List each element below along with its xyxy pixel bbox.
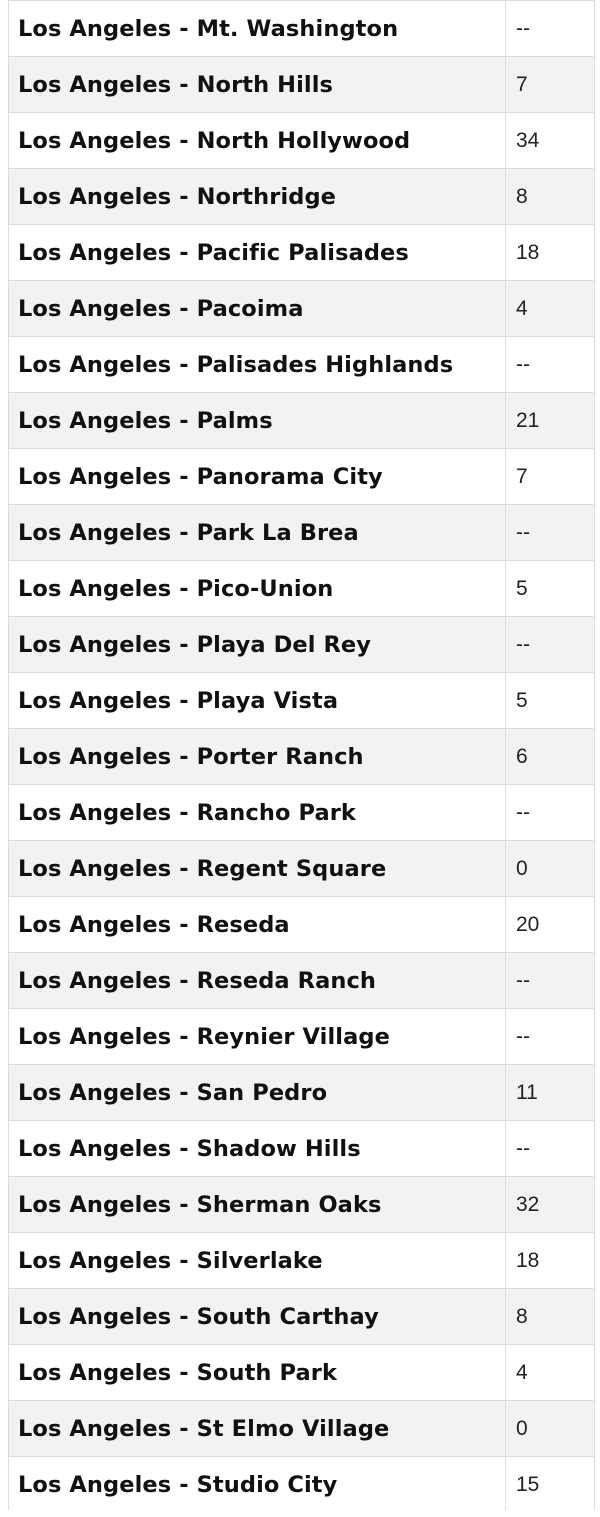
count-value-cell: 0 [505, 840, 595, 897]
table-row: Los Angeles - Northridge 8 [8, 168, 595, 225]
neighborhood-name-cell: Los Angeles - Pacoima [8, 280, 506, 337]
table-row: Los Angeles - North Hills 7 [8, 56, 595, 113]
table-row: Los Angeles - Panorama City 7 [8, 448, 595, 505]
count-value-cell: -- [505, 1120, 595, 1177]
neighborhood-name-cell: Los Angeles - Palms [8, 392, 506, 449]
count-value-cell: -- [505, 336, 595, 393]
table-row: Los Angeles - San Pedro 11 [8, 1064, 595, 1121]
count-value-cell: 8 [505, 1288, 595, 1345]
table-row: Los Angeles - North Hollywood 34 [8, 112, 595, 169]
neighborhood-name-cell: Los Angeles - Northridge [8, 168, 506, 225]
table-row: Los Angeles - Playa Vista 5 [8, 672, 595, 729]
count-value-cell: 5 [505, 560, 595, 617]
table-row: Los Angeles - Silverlake 18 [8, 1232, 595, 1289]
neighborhood-name-cell: Los Angeles - Studio City [8, 1456, 506, 1513]
count-value-cell: -- [505, 616, 595, 673]
neighborhood-name-cell: Los Angeles - Panorama City [8, 448, 506, 505]
neighborhood-name-cell: Los Angeles - St Elmo Village [8, 1400, 506, 1457]
table-row: Los Angeles - Porter Ranch 6 [8, 728, 595, 785]
neighborhood-name-cell: Los Angeles - Silverlake [8, 1232, 506, 1289]
neighborhood-name-cell: Los Angeles - Reseda [8, 896, 506, 953]
neighborhood-name-cell: Los Angeles - Sherman Oaks [8, 1176, 506, 1233]
neighborhood-name-cell: Los Angeles - Shadow Hills [8, 1120, 506, 1177]
neighborhood-name-cell: Los Angeles - Palisades Highlands [8, 336, 506, 393]
count-value-cell: 32 [505, 1176, 595, 1233]
neighborhood-name-cell: Los Angeles - North Hollywood [8, 112, 506, 169]
count-value-cell: -- [505, 504, 595, 561]
neighborhood-table-container: Los Angeles - Mt. Washington -- Los Angele… [8, 0, 595, 1513]
table-row: Los Angeles - South Park 4 [8, 1344, 595, 1401]
count-value-cell: 5 [505, 672, 595, 729]
table-row: Los Angeles - Regent Square 0 [8, 840, 595, 897]
table-row: Los Angeles - Shadow Hills -- [8, 1120, 595, 1177]
neighborhood-name-cell: Los Angeles - San Pedro [8, 1064, 506, 1121]
table-row: Los Angeles - Reseda Ranch -- [8, 952, 595, 1009]
table-row: Los Angeles - Pacific Palisades 18 [8, 224, 595, 281]
table-row: Los Angeles - Reynier Village -- [8, 1008, 595, 1065]
table-row: Los Angeles - Pico-Union 5 [8, 560, 595, 617]
count-value-cell: -- [505, 784, 595, 841]
count-value-cell: 4 [505, 280, 595, 337]
neighborhood-table: Los Angeles - Mt. Washington -- Los Angele… [8, 0, 595, 1513]
count-value-cell: 20 [505, 896, 595, 953]
count-value-cell: 7 [505, 448, 595, 505]
table-row: Los Angeles - South Carthay 8 [8, 1288, 595, 1345]
table-row: Los Angeles - Sherman Oaks 32 [8, 1176, 595, 1233]
neighborhood-name-cell: Los Angeles - Pico-Union [8, 560, 506, 617]
neighborhood-name-cell: Los Angeles - Park La Brea [8, 504, 506, 561]
neighborhood-name-cell: Los Angeles - Pacific Palisades [8, 224, 506, 281]
count-value-cell: -- [505, 952, 595, 1009]
count-value-cell: 0 [505, 1400, 595, 1457]
table-row: Los Angeles - Reseda 20 [8, 896, 595, 953]
neighborhood-name-cell: Los Angeles - Regent Square [8, 840, 506, 897]
count-value-cell: 6 [505, 728, 595, 785]
neighborhood-name-cell: Los Angeles - Reseda Ranch [8, 952, 506, 1009]
table-row: Los Angeles - St Elmo Village 0 [8, 1400, 595, 1457]
neighborhood-name-cell: Los Angeles - Rancho Park [8, 784, 506, 841]
neighborhood-name-cell: Los Angeles - Mt. Washington [8, 0, 506, 57]
count-value-cell: 18 [505, 224, 595, 281]
neighborhood-name-cell: Los Angeles - North Hills [8, 56, 506, 113]
page-bottom-edge [0, 1510, 600, 1517]
count-value-cell: 11 [505, 1064, 595, 1121]
table-row: Los Angeles - Mt. Washington -- [8, 0, 595, 57]
count-value-cell: 15 [505, 1456, 595, 1513]
table-row: Los Angeles - Playa Del Rey -- [8, 616, 595, 673]
neighborhood-name-cell: Los Angeles - South Park [8, 1344, 506, 1401]
table-row: Los Angeles - Studio City 15 [8, 1456, 595, 1513]
neighborhood-name-cell: Los Angeles - Playa Vista [8, 672, 506, 729]
neighborhood-name-cell: Los Angeles - South Carthay [8, 1288, 506, 1345]
table-row: Los Angeles - Palisades Highlands -- [8, 336, 595, 393]
table-row: Los Angeles - Park La Brea -- [8, 504, 595, 561]
neighborhood-name-cell: Los Angeles - Porter Ranch [8, 728, 506, 785]
neighborhood-name-cell: Los Angeles - Reynier Village [8, 1008, 506, 1065]
table-row: Los Angeles - Palms 21 [8, 392, 595, 449]
count-value-cell: -- [505, 1008, 595, 1065]
table-row: Los Angeles - Rancho Park -- [8, 784, 595, 841]
count-value-cell: -- [505, 0, 595, 57]
table-row: Los Angeles - Pacoima 4 [8, 280, 595, 337]
table-body: Los Angeles - Mt. Washington -- Los Angele… [8, 0, 595, 1513]
count-value-cell: 34 [505, 112, 595, 169]
count-value-cell: 8 [505, 168, 595, 225]
neighborhood-name-cell: Los Angeles - Playa Del Rey [8, 616, 506, 673]
count-value-cell: 4 [505, 1344, 595, 1401]
count-value-cell: 7 [505, 56, 595, 113]
count-value-cell: 21 [505, 392, 595, 449]
count-value-cell: 18 [505, 1232, 595, 1289]
